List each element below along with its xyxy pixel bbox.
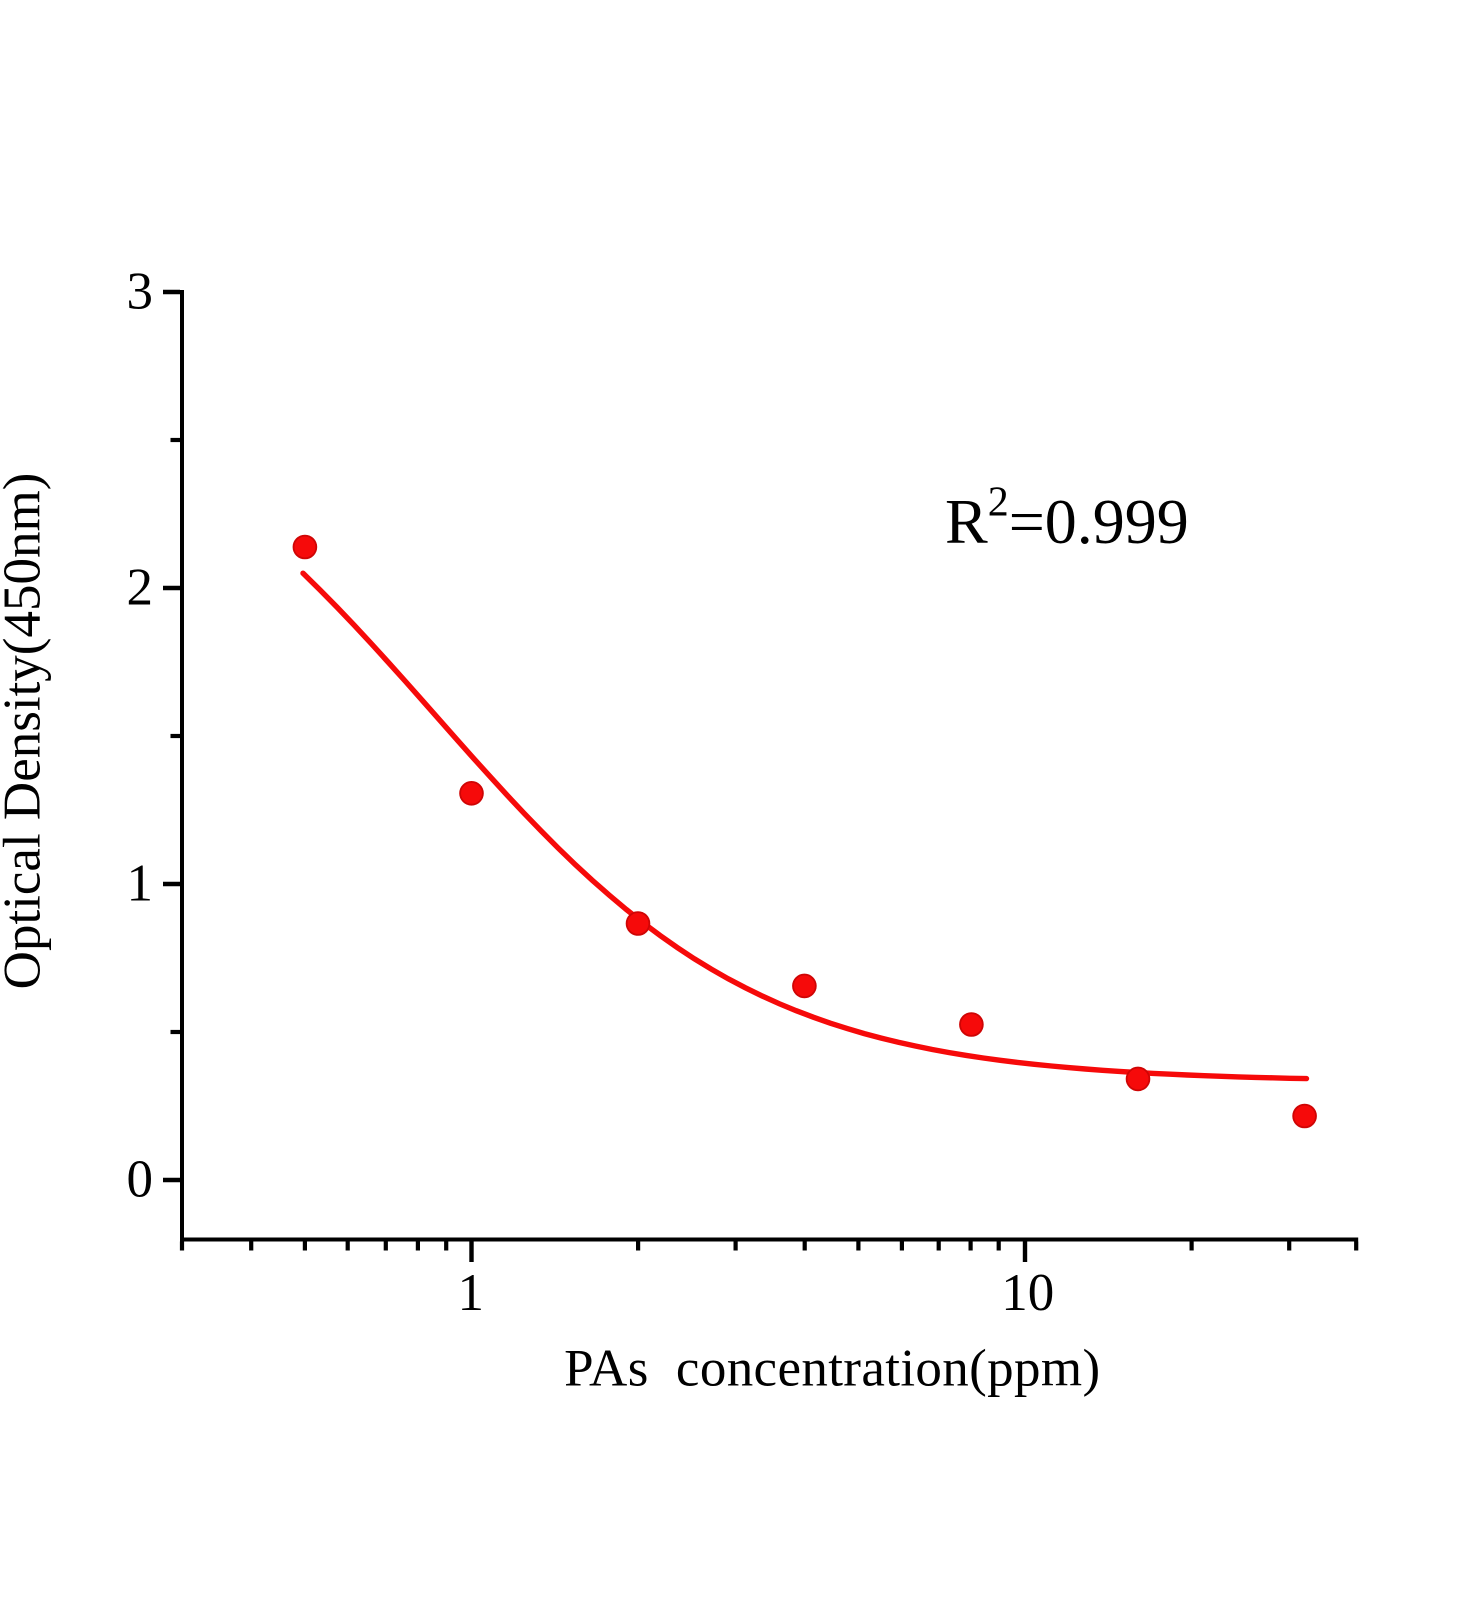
svg-text:Optical Density(450nm): Optical Density(450nm): [0, 473, 51, 990]
svg-text:1: 1: [457, 1264, 484, 1322]
svg-text:1: 1: [127, 855, 154, 913]
svg-text:0: 0: [127, 1151, 154, 1209]
svg-text:3: 3: [127, 263, 154, 321]
svg-text:10: 10: [1001, 1264, 1054, 1322]
svg-text:PAs concentration(ppm): PAs concentration(ppm): [564, 1339, 1100, 1397]
svg-text:2: 2: [127, 559, 154, 617]
svg-text:R2=0.999: R2=0.999: [945, 480, 1189, 558]
